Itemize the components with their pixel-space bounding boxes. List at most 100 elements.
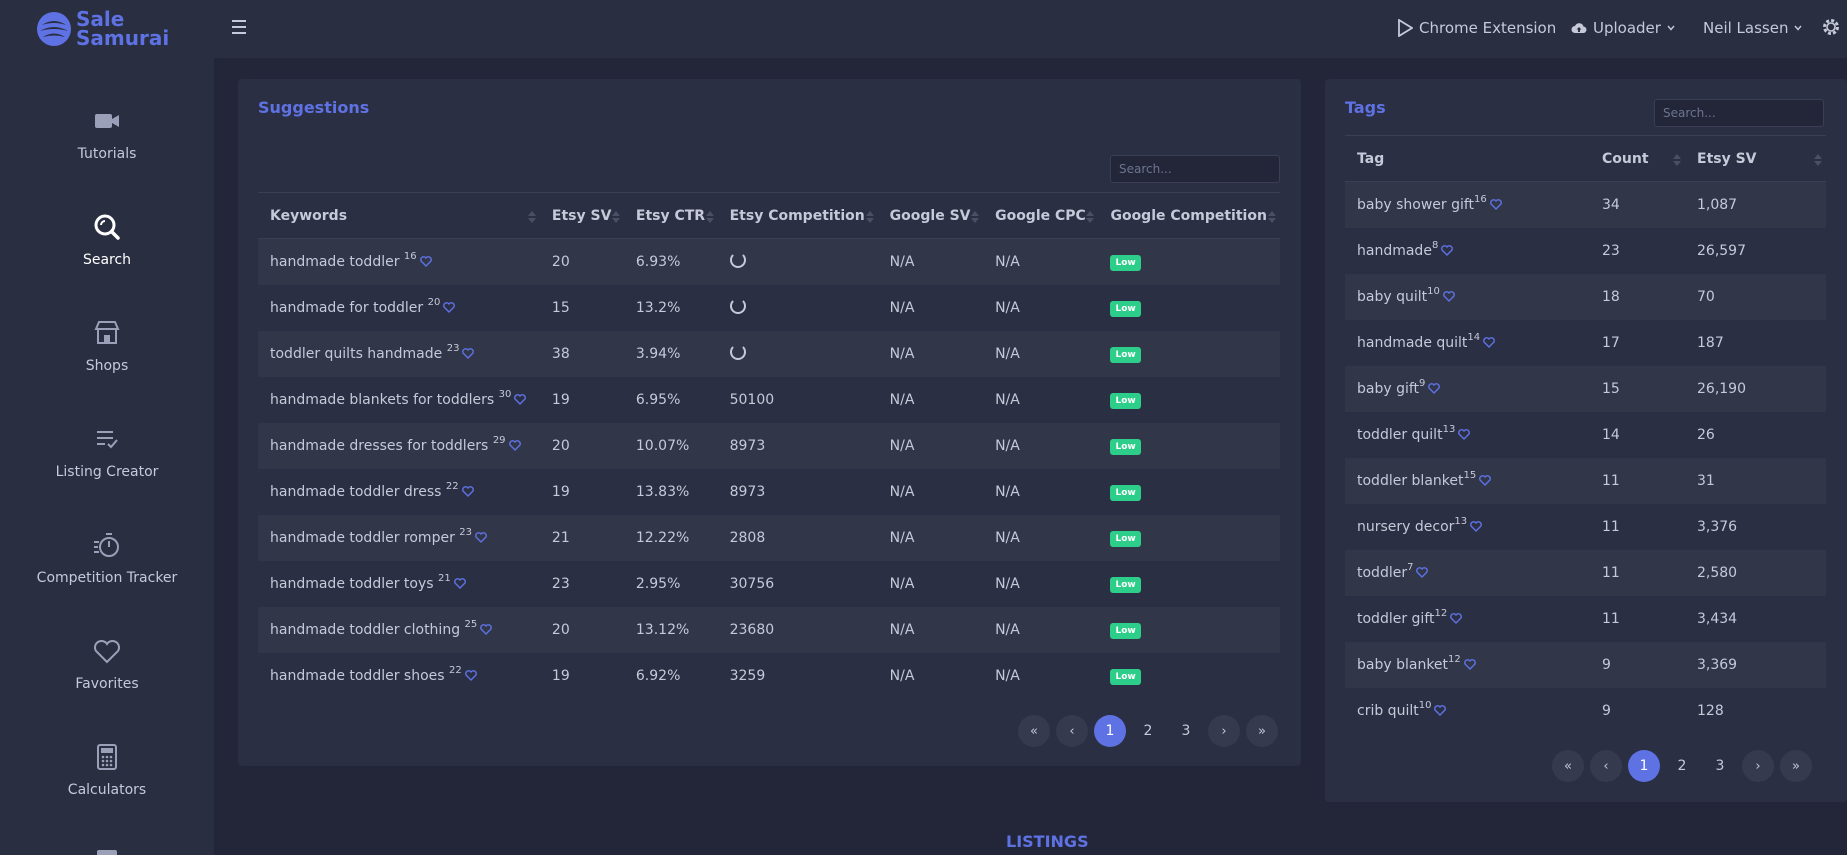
favorite-heart-icon[interactable] <box>514 394 527 405</box>
page-nav-button[interactable]: « <box>1552 750 1584 782</box>
page-nav-button[interactable]: » <box>1780 750 1812 782</box>
page-button[interactable]: 2 <box>1143 723 1153 739</box>
keyword-text[interactable]: handmade toddler shoes <box>270 667 445 684</box>
keyword-text[interactable]: handmade toddler <box>270 253 400 270</box>
keyword-text[interactable]: toddler quilts handmade <box>270 345 443 362</box>
gear-icon[interactable] <box>1821 17 1841 37</box>
column-header[interactable]: Etsy SV <box>1685 135 1826 182</box>
keyword-text[interactable]: handmade blankets for toddlers <box>270 391 495 408</box>
sidebar-item-tutorials[interactable]: Tutorials <box>0 106 214 196</box>
play-store-icon <box>1398 19 1413 37</box>
page-button[interactable]: 2 <box>1677 758 1687 774</box>
favorite-heart-icon[interactable] <box>1450 613 1463 624</box>
favorite-heart-icon[interactable] <box>1416 567 1429 578</box>
favorite-heart-icon[interactable] <box>419 256 432 268</box>
column-header[interactable]: Count <box>1590 135 1685 182</box>
page-nav-button[interactable]: › <box>1208 715 1240 747</box>
keyword-text[interactable]: handmade toddler clothing <box>270 621 461 638</box>
tag-text[interactable]: toddler gift <box>1357 610 1435 627</box>
column-header[interactable]: Tag <box>1345 135 1590 182</box>
column-header[interactable]: Google Competition <box>1098 192 1280 239</box>
tags-search-input[interactable]: Search... <box>1654 99 1824 127</box>
favorite-heart-icon[interactable] <box>1458 429 1471 440</box>
favorite-heart-icon[interactable] <box>480 624 493 635</box>
sidebar-item-favorites[interactable]: Favorites <box>0 636 214 726</box>
favorite-heart-icon[interactable] <box>1441 245 1454 256</box>
keyword-text[interactable]: handmade toddler toys <box>270 575 434 592</box>
column-header[interactable]: Etsy Competition <box>717 192 878 239</box>
tag-text[interactable]: nursery decor <box>1357 518 1455 535</box>
favorite-heart-icon[interactable] <box>475 532 487 543</box>
page-nav-button[interactable]: « <box>1018 715 1050 747</box>
page-nav-button[interactable]: ‹ <box>1590 750 1622 782</box>
sort-icon[interactable] <box>1086 211 1095 223</box>
favorite-heart-icon[interactable] <box>462 348 475 359</box>
sort-icon[interactable] <box>1814 154 1822 166</box>
favorite-heart-icon[interactable] <box>1463 659 1476 670</box>
hamburger-menu-icon[interactable] <box>232 18 252 36</box>
tag-text[interactable]: handmade <box>1357 242 1432 259</box>
tag-text[interactable]: handmade quilt <box>1357 334 1468 351</box>
favorite-heart-icon[interactable] <box>1442 291 1455 302</box>
favorite-heart-icon[interactable] <box>453 578 466 589</box>
column-header[interactable]: Keywords <box>258 192 540 239</box>
page-button[interactable]: 1 <box>1094 715 1126 747</box>
brand-logo[interactable]: Sale Samurai <box>36 9 169 48</box>
sort-icon[interactable] <box>865 211 874 223</box>
favorite-heart-icon[interactable] <box>1483 337 1496 348</box>
sidebar-item-calendar[interactable] <box>0 845 214 855</box>
favorite-heart-icon[interactable] <box>1434 705 1447 716</box>
page-button[interactable]: 3 <box>1181 723 1191 739</box>
favorite-heart-icon[interactable] <box>1479 475 1492 486</box>
sidebar-item-shops[interactable]: Shops <box>0 318 214 408</box>
column-header-label: Google SV <box>889 207 971 224</box>
keyword-text[interactable]: handmade for toddler <box>270 299 424 316</box>
column-header[interactable]: Google SV <box>877 192 984 239</box>
column-header[interactable]: Etsy SV <box>539 192 624 239</box>
user-menu-dropdown[interactable]: Neil Lassen <box>1703 19 1803 37</box>
page-nav-button[interactable]: ‹ <box>1056 715 1088 747</box>
sidebar-item-search[interactable]: Search <box>0 212 214 302</box>
sort-icon[interactable] <box>971 211 980 223</box>
tag-count-sup: 13 <box>1454 515 1468 527</box>
column-header[interactable]: Etsy CTR <box>623 192 718 239</box>
uploader-dropdown[interactable]: Uploader <box>1571 19 1675 37</box>
favorite-heart-icon[interactable] <box>508 440 521 451</box>
tag-text[interactable]: baby gift <box>1357 380 1420 397</box>
tag-text[interactable]: baby quilt <box>1357 288 1428 305</box>
page-nav-button[interactable]: » <box>1246 715 1278 747</box>
sidebar-item-competition-tracker[interactable]: Competition Tracker <box>0 530 214 620</box>
favorite-heart-icon[interactable] <box>1428 383 1441 394</box>
keyword-text[interactable]: handmade toddler romper <box>270 529 455 546</box>
tag-text[interactable]: baby blanket <box>1357 656 1449 673</box>
table-header-row: Tag Count Etsy SV <box>1345 135 1826 182</box>
sort-icon[interactable] <box>527 211 536 223</box>
tag-text[interactable]: baby shower gift <box>1357 196 1475 213</box>
chrome-extension-link[interactable]: Chrome Extension <box>1397 19 1556 37</box>
sort-icon[interactable] <box>1268 211 1276 223</box>
tag-text[interactable]: toddler quilt <box>1357 426 1443 443</box>
sidebar-item-calculators[interactable]: Calculators <box>0 742 214 832</box>
sort-icon[interactable] <box>705 211 714 223</box>
page-nav-button[interactable]: › <box>1742 750 1774 782</box>
sidebar-item-listing-creator[interactable]: Listing Creator <box>0 424 214 514</box>
tag-text[interactable]: crib quilt <box>1357 702 1419 719</box>
favorite-heart-icon[interactable] <box>461 486 474 497</box>
keyword-text[interactable]: handmade toddler dress <box>270 483 442 500</box>
page-button[interactable]: 3 <box>1715 758 1725 774</box>
favorite-heart-icon[interactable] <box>1489 199 1502 211</box>
favorite-heart-icon[interactable] <box>464 670 477 681</box>
tag-cell: toddler quilt13 <box>1345 412 1590 458</box>
tag-text[interactable]: toddler blanket <box>1357 472 1464 489</box>
favorite-heart-icon[interactable] <box>443 302 456 313</box>
page-button[interactable]: 1 <box>1628 750 1660 782</box>
tag-text[interactable]: toddler <box>1357 564 1408 581</box>
sort-icon[interactable] <box>1673 154 1681 166</box>
favorite-heart-icon[interactable] <box>1470 521 1483 532</box>
keyword-text[interactable]: handmade dresses for toddlers <box>270 437 489 454</box>
etsy-competition-cell: 8973 <box>729 483 766 500</box>
sort-icon[interactable] <box>611 211 620 223</box>
tag-count-cell: 34 <box>1590 181 1685 228</box>
suggestions-search-input[interactable]: Search... <box>1110 155 1280 183</box>
column-header[interactable]: Google CPC <box>983 192 1099 239</box>
